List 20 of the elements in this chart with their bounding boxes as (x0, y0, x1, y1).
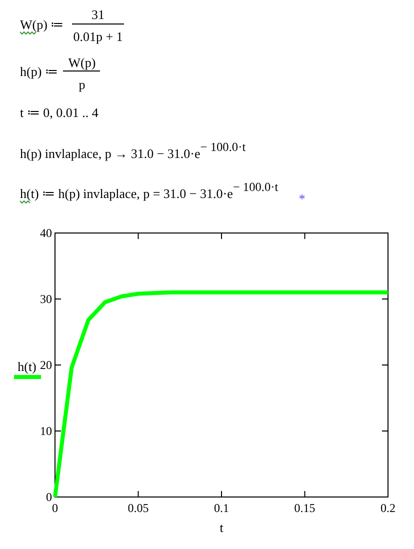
y-tick-label: 10 (40, 424, 52, 438)
text: p (78, 77, 86, 92)
x-tick-label: 0.2 (380, 501, 396, 515)
text: W(p) ≔ (20, 17, 64, 32)
x-axis-title: t (220, 520, 224, 535)
y-tick-label: 0 (46, 490, 52, 504)
text: 0.01p + 1 (73, 29, 123, 44)
y-axis-title: h(t) (18, 359, 36, 374)
y-tick-label: 20 (40, 358, 52, 372)
text: h(p) ≔ (20, 64, 58, 79)
text: 31 (92, 7, 104, 22)
text: * (298, 191, 306, 206)
line-series (53, 290, 390, 499)
y-tick-label: 30 (40, 292, 52, 306)
x-tick-label: 0.05 (128, 501, 149, 515)
y-tick-label: 40 (40, 226, 52, 240)
text: W(p) (68, 55, 96, 70)
x-tick-label: 0.1 (214, 501, 229, 515)
x-tick-label: 0.15 (294, 501, 316, 515)
text: t ≔ 0, 0.01 .. 4 (20, 105, 99, 120)
